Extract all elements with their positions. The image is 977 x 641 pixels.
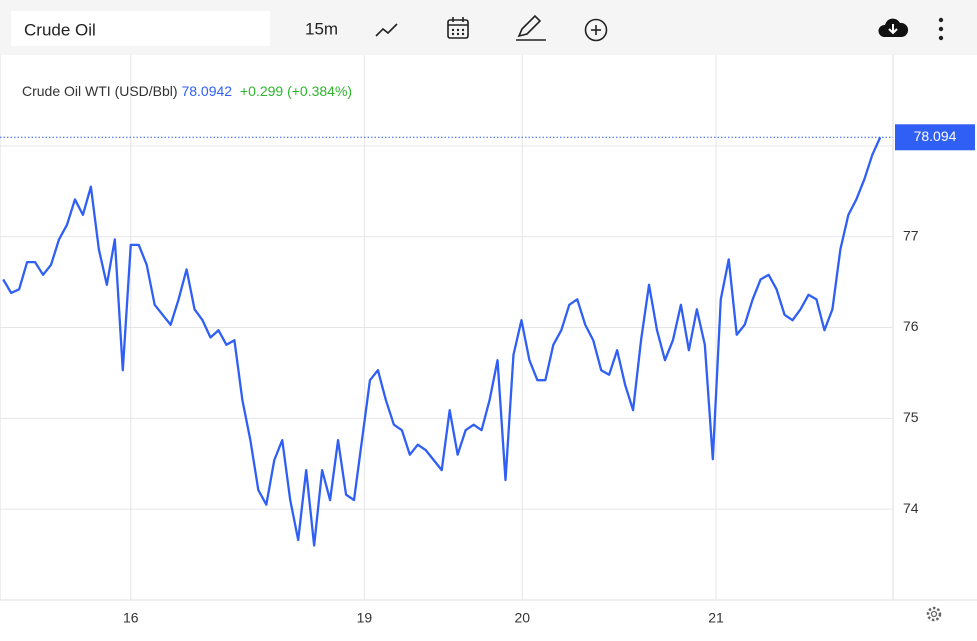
last-price-tag xyxy=(895,124,975,151)
search-box[interactable] xyxy=(11,11,270,46)
download-icon[interactable] xyxy=(878,18,909,37)
y-tick-label: 77 xyxy=(903,227,919,243)
interval[interactable]: 15m xyxy=(305,19,338,38)
last-price-label: 78.094 xyxy=(914,128,957,144)
quote-price: 78.0942 xyxy=(181,83,232,99)
draw-icon[interactable] xyxy=(516,14,546,41)
settings-icon[interactable] xyxy=(926,606,942,622)
quote-name: Crude Oil WTI (USD/Bbl) xyxy=(22,83,178,99)
plot: 74757677781619202178.094 xyxy=(0,55,975,626)
y-tick-label: 76 xyxy=(903,318,919,334)
calendar-icon[interactable] xyxy=(447,17,469,39)
price-line xyxy=(2,136,882,547)
add-icon[interactable] xyxy=(584,18,608,42)
quote-header: Crude Oil WTI (USD/Bbl) 78.0942 +0.299 (… xyxy=(22,83,352,99)
x-tick-label: 20 xyxy=(514,610,530,626)
quote-change: +0.299 xyxy=(240,83,283,99)
y-tick-label: 75 xyxy=(903,409,919,425)
x-tick-label: 19 xyxy=(357,610,373,626)
y-tick-label: 74 xyxy=(903,500,919,516)
menu-icon[interactable] xyxy=(938,17,944,41)
x-tick-label: 21 xyxy=(708,610,724,626)
x-tick-label: 16 xyxy=(123,610,139,626)
search-text[interactable]: Crude Oil xyxy=(24,20,96,39)
chart-type-icon[interactable] xyxy=(375,23,398,37)
quote-change-pct: (+0.384%) xyxy=(287,83,352,99)
